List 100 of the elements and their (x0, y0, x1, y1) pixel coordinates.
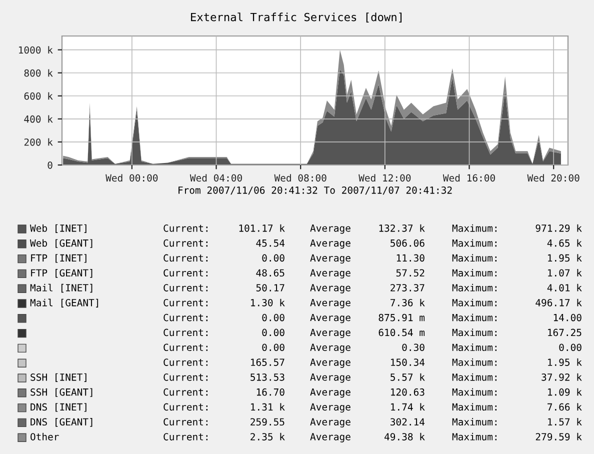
y-tick-label: 200 k (24, 138, 53, 146)
text: 506.06 (390, 239, 424, 247)
text: Current: (164, 284, 208, 292)
text: 610.54 m (378, 328, 425, 336)
text: 14.00 (554, 314, 582, 322)
text: Maximum: (452, 373, 496, 381)
text: Average (310, 269, 350, 278)
text: 48.65 (256, 269, 284, 277)
text: Maximum: (452, 239, 496, 247)
text: 1.09 k (548, 388, 582, 396)
text: 5.57 k (390, 373, 425, 381)
legend-label: Web [INET] (30, 224, 86, 233)
text: 45.54 (256, 240, 285, 247)
text: 0.00 (262, 254, 284, 262)
text: 1.31 k (251, 403, 285, 411)
text: Maximum: (452, 254, 496, 262)
text: 57.52 (396, 269, 424, 277)
text: Current: (164, 254, 208, 262)
text: 496.17 k (536, 298, 582, 306)
x-tick-label: Wed 00:00 (106, 174, 158, 182)
text: Current: (164, 373, 208, 381)
chart-title: External Traffic Services [down] (191, 12, 402, 23)
x-tick-label: Wed 08:00 (274, 174, 326, 182)
text: 1.95 k (548, 358, 582, 366)
text: Maximum: (452, 432, 496, 440)
text: 302.14 (390, 418, 425, 426)
text: Maximum: (452, 298, 496, 306)
legend-label: SSH [INET] (30, 373, 86, 382)
text: Average (310, 418, 350, 428)
text: 7.36 k (390, 298, 425, 306)
text: Current: (164, 358, 208, 366)
text: Current: (164, 328, 208, 336)
text: Current: (164, 344, 208, 352)
text: Current: (164, 433, 208, 440)
text: Maximum: (452, 418, 496, 426)
text: Average (310, 239, 350, 249)
x-axis-title: From 2007/11/06 20:41:32 To 2007/11/07 20:41:32 (178, 186, 452, 195)
text: 50.17 (256, 284, 284, 292)
text: Average (310, 374, 350, 383)
text: Maximum: (452, 403, 496, 411)
text: 49.38 k (384, 432, 425, 440)
text: 16.70 (256, 388, 284, 396)
text: 0.00 (262, 328, 284, 336)
legend-label: FTP [INET] (31, 254, 86, 263)
x-tick-label: Wed 04:00 (190, 174, 242, 182)
text: 259.55 (250, 418, 284, 426)
text: 0.00 (262, 344, 284, 352)
x-tick-label: Wed 20:00 (527, 174, 580, 182)
legend-label: FTP [GEANT] (31, 269, 92, 278)
text: Maximum: (452, 358, 496, 366)
text: 1.30 k (251, 298, 285, 306)
text: Current: (164, 403, 208, 411)
legend-label: DNS [INET] (30, 403, 86, 412)
legend-label: Web [GEANT] (30, 239, 92, 248)
text: 1.07 k (548, 269, 582, 277)
x-tick-label: Wed 12:00 (358, 174, 411, 182)
text: 4.01 k (547, 284, 582, 292)
text: Average (310, 403, 350, 413)
legend-label: DNS [GEANT] (30, 418, 92, 427)
y-tick-label: 0 (48, 162, 52, 169)
text: 273.37 (390, 284, 424, 292)
text: 1.95 k (548, 254, 582, 262)
x-tick-label: Wed 16:00 (442, 174, 495, 182)
text: 167.25 (548, 328, 582, 336)
text: Average (310, 284, 350, 294)
y-tick-label: 1000 k (19, 46, 53, 54)
text: 37.92 k (542, 373, 582, 381)
y-tick-label: 600 k (24, 92, 53, 100)
text: 7.66 k (548, 403, 582, 411)
text: 279.59 k (536, 432, 582, 440)
text: Average (310, 433, 350, 442)
text: Average (310, 328, 350, 338)
text: Average (310, 224, 350, 234)
text: 101.17 k (239, 224, 285, 232)
text: 120.63 (391, 388, 424, 396)
text: Average (310, 299, 350, 308)
text: 513.53 (250, 373, 284, 381)
text: 0.00 (262, 314, 284, 322)
text: Current: (164, 239, 208, 247)
text: Maximum: (452, 269, 496, 277)
text: Average (310, 254, 350, 264)
text: 1.57 k (548, 418, 582, 426)
text: Maximum: (452, 344, 496, 352)
text: 165.57 (251, 358, 284, 366)
y-tick-label: 800 k (24, 69, 53, 77)
legend-label: Other (30, 432, 59, 440)
text: Current: (164, 224, 208, 232)
text: Current: (164, 314, 208, 322)
text: 0.00 (559, 344, 582, 352)
text: Current: (164, 388, 208, 396)
text: 0.30 (402, 344, 424, 352)
text: Current: (164, 418, 208, 426)
text: Average (310, 314, 350, 324)
text: Current: (164, 298, 208, 306)
text: Average (310, 358, 350, 368)
text: Maximum: (452, 224, 496, 232)
text: 132.37 k (379, 224, 425, 232)
legend-label: SSH [GEANT] (30, 388, 92, 397)
text: Maximum: (452, 388, 496, 396)
text: 875.91 m (378, 314, 425, 322)
